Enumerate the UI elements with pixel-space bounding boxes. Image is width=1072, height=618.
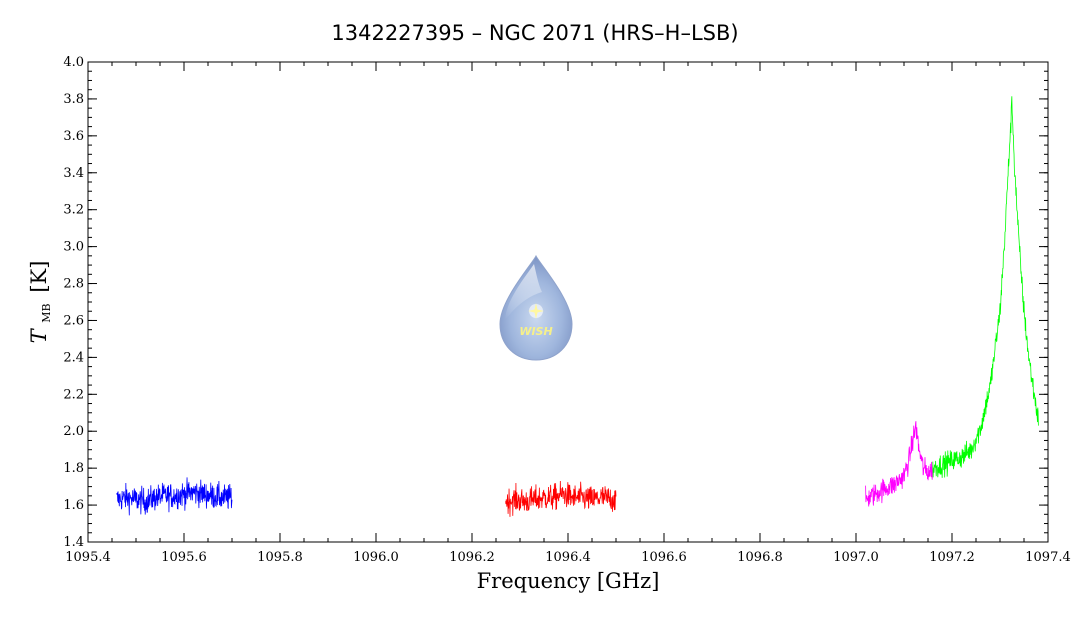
wish-logo: WISH (499, 254, 573, 361)
y-tick-label: 2.2 (63, 387, 84, 402)
x-tick-label: 1096.0 (353, 550, 399, 565)
series-line-1 (505, 481, 617, 517)
y-tick-label: 3.0 (63, 240, 84, 255)
y-tick-label: 3.4 (63, 166, 84, 181)
series-line-2 (865, 421, 934, 507)
x-tick-label: 1095.6 (161, 550, 207, 565)
y-tick-label: 3.6 (63, 129, 84, 144)
x-tick-label: 1097.4 (1025, 550, 1071, 565)
x-tick-label: 1097.0 (833, 550, 879, 565)
y-tick-label: 2.6 (63, 313, 84, 328)
x-tick-label: 1095.4 (65, 550, 111, 565)
y-tick-label: 2.0 (63, 424, 84, 439)
y-axis-label: T MB [K] (27, 261, 55, 344)
logo-text: WISH (519, 325, 552, 338)
y-tick-label: 3.2 (63, 203, 84, 218)
y-tick-label: 4.0 (63, 55, 84, 70)
x-tick-label: 1096.2 (449, 550, 495, 565)
y-tick-label: 1.6 (63, 498, 84, 513)
y-tick-label: 2.4 (63, 350, 84, 365)
y-axis-label-unit: [K] (27, 261, 51, 293)
y-tick-label: 2.8 (63, 277, 84, 292)
x-tick-label: 1096.8 (737, 550, 783, 565)
x-tick-label: 1095.8 (257, 550, 303, 565)
series-line-0 (116, 477, 233, 516)
y-axis-label-main: T (27, 327, 51, 343)
series-line-3 (932, 96, 1039, 478)
star-icon (528, 303, 544, 319)
svg-text:T MB [K]: T MB [K] (27, 261, 55, 344)
x-tick-label: 1097.2 (929, 550, 975, 565)
y-tick-label: 3.8 (63, 92, 84, 107)
y-tick-label: 1.8 (63, 461, 84, 476)
y-axis-label-sub: MB (40, 303, 53, 322)
y-tick-label: 1.4 (63, 535, 84, 550)
chart-title: 1342227395 – NGC 2071 (HRS–H–LSB) (331, 21, 738, 45)
x-tick-label: 1096.4 (545, 550, 591, 565)
x-axis-label: Frequency [GHz] (477, 569, 660, 593)
x-tick-label: 1096.6 (641, 550, 687, 565)
series-layer (116, 96, 1039, 517)
ticks-layer: 1095.4 1095.6 1095.8 1096.0 1096.2 1096.4 1096… (63, 55, 1070, 565)
